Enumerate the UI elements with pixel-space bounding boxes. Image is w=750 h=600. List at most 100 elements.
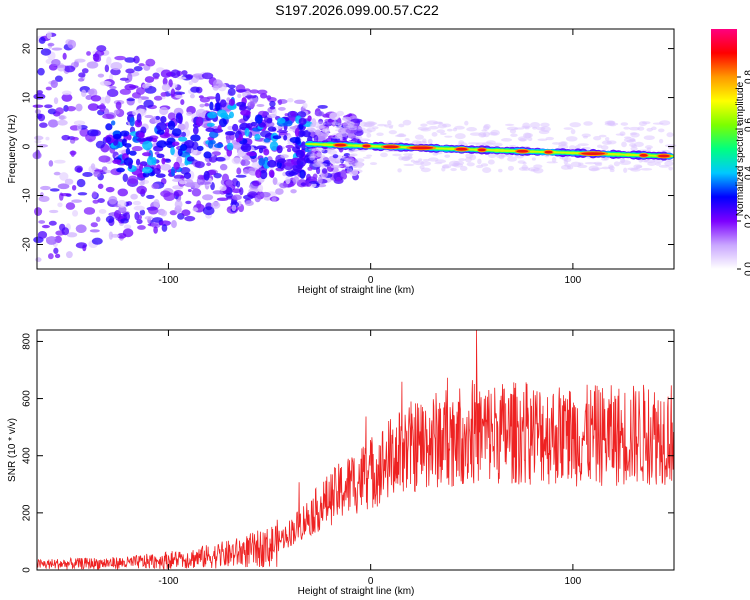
band-blob [196,145,204,151]
faint-blob [630,146,638,151]
faint-blob [596,144,603,149]
faint-blob [343,166,350,170]
snr-y-ticks: 0 200 400 600 800 [22,333,674,573]
noise-blob [256,103,265,107]
noise-blob [147,206,159,215]
noise-blob [257,89,268,95]
ridge-peak [334,143,347,147]
noise-blob [137,225,146,230]
noise-blob [153,76,159,80]
faint-blob [392,153,402,157]
band-blob [254,133,261,141]
noise-blob [104,64,110,73]
faint-blob [366,132,372,138]
faint-blob [506,156,518,162]
colorbar-tick-label: 0.8 [743,70,750,84]
noise-blob [34,207,43,216]
faint-blob [446,128,453,132]
faint-blob [500,138,513,142]
faint-blob [327,149,338,155]
noise-blob [142,83,150,89]
noise-blob [105,215,115,224]
noise-blob [37,113,46,122]
band-blob [254,114,263,125]
band-blob [284,120,293,127]
noise-blob [35,257,42,263]
noise-blob [317,176,323,184]
band-blob [215,102,221,111]
faint-blob [540,122,550,128]
band-blob [232,123,239,132]
faint-blob [420,123,428,127]
faint-blob [420,128,431,132]
faint-blob [514,127,525,130]
faint-blob [436,129,446,134]
noise-blob [89,229,100,233]
noise-blob [206,162,212,167]
noise-blob [271,197,277,202]
band-blob [183,172,192,180]
noise-blob [144,114,154,119]
noise-blob [307,166,313,171]
noise-blob [171,178,183,182]
band-blob [112,159,122,165]
noise-blob [190,86,200,93]
noise-blob [40,48,52,56]
noise-blob [231,188,242,194]
noise-blob [266,113,278,119]
faint-blob [355,135,363,140]
noise-blob [106,88,119,98]
faint-blob [350,161,359,167]
noise-blob [123,224,132,230]
faint-blob [655,162,661,166]
noise-blob [41,224,50,229]
noise-blob [216,197,229,202]
noise-blob [161,83,171,92]
noise-blob [314,110,325,117]
faint-blob [569,122,582,128]
noise-blob [186,111,193,116]
noise-blob [57,119,68,126]
y-tick-label: -10 [22,188,33,203]
band-blob [256,145,267,150]
faint-blob [313,159,322,164]
noise-blob [113,109,120,115]
noise-blob [236,167,242,175]
noise-blob [53,97,59,105]
noise-blob [109,86,117,90]
noise-blob [153,198,160,208]
noise-blob [251,180,262,187]
noise-blob [184,178,194,188]
faint-blob [387,120,392,126]
noise-blob [61,90,72,96]
faint-blob [546,161,558,164]
noise-blob [249,89,259,94]
noise-blob [75,103,83,112]
noise-blob [34,139,42,144]
noise-blob [177,123,186,131]
noise-blob [275,188,284,195]
noise-blob [332,154,339,159]
faint-blob [638,121,647,127]
noise-blob [231,157,242,165]
noise-blob [64,178,74,185]
band-blob [173,161,180,170]
faint-blob [584,162,597,165]
noise-blob [45,136,50,141]
faint-blob [628,126,640,131]
noise-blob [133,55,140,64]
noise-blob [38,220,46,224]
noise-blob [118,205,127,214]
noise-blob [139,209,146,216]
faint-blob [630,132,640,138]
faint-blob [354,127,366,131]
band-blob [294,128,300,137]
faint-blob [552,142,561,145]
noise-blob [77,124,82,132]
noise-blob [335,176,342,182]
band-blob [213,143,224,149]
noise-blob [38,195,50,202]
noise-blob [92,53,100,62]
y-tick-label: 200 [22,504,33,521]
noise-blob [177,76,187,80]
